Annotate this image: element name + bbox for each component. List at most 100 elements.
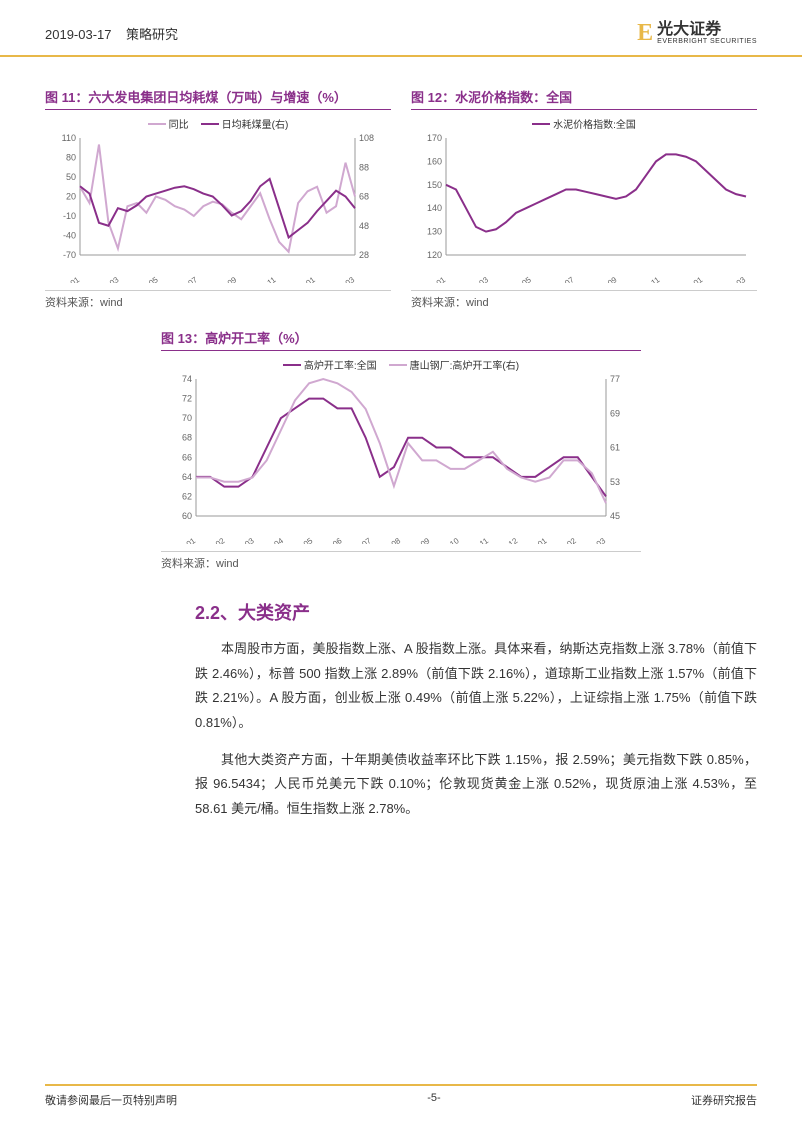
svg-text:88: 88 — [359, 162, 369, 172]
chart-11-legend: 同比 日均耗煤量(右) — [45, 116, 391, 131]
svg-text:2018-04: 2018-04 — [256, 536, 286, 544]
svg-text:2019-02: 2019-02 — [549, 536, 579, 544]
svg-text:2018-03: 2018-03 — [91, 275, 121, 283]
svg-text:70: 70 — [182, 413, 192, 423]
chart-12-legend: 水泥价格指数:全国 — [411, 116, 757, 131]
legend-item: 高炉开工率:全国 — [283, 357, 377, 372]
svg-text:2018-07: 2018-07 — [344, 536, 374, 544]
svg-text:74: 74 — [182, 374, 192, 384]
chart-13-title: 图 13：高炉开工率（%） — [161, 328, 641, 351]
svg-text:2018-05: 2018-05 — [131, 275, 161, 283]
svg-text:110: 110 — [62, 133, 76, 143]
header-category: 策略研究 — [126, 27, 178, 42]
svg-text:130: 130 — [427, 227, 442, 237]
svg-text:2018-07: 2018-07 — [547, 275, 577, 283]
chart-13-svg: 606264666870727445536169772018-012018-02… — [161, 374, 641, 544]
paragraph-1: 本周股市方面，美股指数上涨、A 股指数上涨。具体来看，纳斯达克指数上涨 3.78… — [195, 637, 757, 736]
svg-text:2018-01: 2018-01 — [52, 275, 82, 283]
svg-text:2018-09: 2018-09 — [209, 275, 239, 283]
logo-cn: 光大证券 — [657, 21, 757, 39]
section-heading: 2.2、大类资产 — [195, 599, 757, 625]
svg-text:108: 108 — [359, 133, 374, 143]
logo: E 光大证券 EVERBRIGHT SECURITIES — [637, 20, 757, 47]
svg-text:2018-11: 2018-11 — [461, 536, 490, 544]
legend-swatch — [201, 123, 219, 125]
logo-icon: E — [637, 20, 653, 47]
legend-swatch — [389, 364, 407, 366]
svg-text:20: 20 — [66, 192, 76, 202]
svg-text:2018-10: 2018-10 — [432, 536, 462, 544]
svg-text:160: 160 — [427, 156, 442, 166]
svg-text:28: 28 — [359, 250, 369, 260]
svg-text:61: 61 — [610, 443, 620, 453]
svg-text:69: 69 — [610, 408, 620, 418]
chart-12-source: 资料来源：wind — [411, 290, 757, 310]
svg-text:2018-05: 2018-05 — [504, 275, 534, 283]
svg-text:-40: -40 — [63, 231, 76, 241]
chart-12: 图 12：水泥价格指数：全国 水泥价格指数:全国 120 130 140 150 160… — [411, 87, 757, 310]
svg-text:2018-12: 2018-12 — [490, 536, 520, 544]
svg-text:170: 170 — [427, 133, 442, 143]
logo-en: EVERBRIGHT SECURITIES — [657, 38, 757, 46]
svg-text:72: 72 — [182, 394, 192, 404]
paragraph-2: 其他大类资产方面，十年期美债收益率环比下跌 1.15%，报 2.59%；美元指数… — [195, 748, 757, 822]
chart-13-legend: 高炉开工率:全国 唐山钢厂:高炉开工率(右) — [161, 357, 641, 372]
svg-text:150: 150 — [427, 180, 442, 190]
svg-text:2018-07: 2018-07 — [170, 275, 200, 283]
legend-swatch — [532, 123, 550, 125]
svg-text:50: 50 — [66, 172, 76, 182]
svg-text:2018-01: 2018-01 — [418, 275, 448, 283]
svg-text:2019-03: 2019-03 — [718, 275, 748, 283]
svg-text:53: 53 — [610, 477, 620, 487]
legend-item: 水泥价格指数:全国 — [532, 116, 636, 131]
svg-text:2018-03: 2018-03 — [227, 536, 257, 544]
svg-text:60: 60 — [182, 511, 192, 521]
legend-swatch — [148, 123, 166, 125]
chart-11-svg: -70 -40 -10 20 50 80 110 28 48 68 88 108 2018-01 2018… — [45, 133, 390, 283]
svg-text:120: 120 — [427, 250, 442, 260]
svg-text:2019-01: 2019-01 — [288, 275, 318, 283]
svg-text:68: 68 — [359, 192, 369, 202]
svg-text:2018-11: 2018-11 — [249, 275, 278, 283]
svg-text:2019-03: 2019-03 — [327, 275, 357, 283]
chart-12-title: 图 12：水泥价格指数：全国 — [411, 87, 757, 110]
legend-item: 同比 — [148, 116, 189, 131]
header-date-category: 2019-03-17 策略研究 — [45, 24, 178, 43]
chart-12-svg: 120 130 140 150 160 170 2018-01 2018-03 2018-05 2… — [411, 133, 756, 283]
page-footer: 敬请参阅最后一页特别声明 -5- 证券研究报告 — [45, 1084, 757, 1108]
svg-text:-10: -10 — [63, 211, 76, 221]
footer-left: 敬请参阅最后一页特别声明 — [45, 1092, 177, 1108]
svg-text:66: 66 — [182, 452, 192, 462]
svg-text:2018-03: 2018-03 — [461, 275, 491, 283]
footer-right: 证券研究报告 — [691, 1092, 757, 1108]
chart-11-source: 资料来源：wind — [45, 290, 391, 310]
svg-text:2018-08: 2018-08 — [373, 536, 403, 544]
footer-center: -5- — [427, 1092, 440, 1108]
svg-text:80: 80 — [66, 153, 76, 163]
legend-swatch — [283, 364, 301, 366]
svg-text:62: 62 — [182, 491, 192, 501]
page-header: 2019-03-17 策略研究 E 光大证券 EVERBRIGHT SECURI… — [0, 0, 802, 57]
chart-13-source: 资料来源：wind — [161, 551, 641, 571]
charts-row-top: 图 11：六大发电集团日均耗煤（万吨）与增速（%） 同比 日均耗煤量(右) -7… — [45, 87, 757, 310]
svg-text:64: 64 — [182, 472, 192, 482]
svg-text:2018-11: 2018-11 — [633, 275, 662, 283]
svg-text:2018-09: 2018-09 — [402, 536, 432, 544]
header-date: 2019-03-17 — [45, 27, 112, 42]
chart-11-title: 图 11：六大发电集团日均耗煤（万吨）与增速（%） — [45, 87, 391, 110]
svg-text:2018-06: 2018-06 — [314, 536, 344, 544]
svg-text:2018-01: 2018-01 — [168, 536, 198, 544]
svg-text:140: 140 — [427, 203, 442, 213]
svg-text:2018-05: 2018-05 — [285, 536, 315, 544]
svg-text:2018-09: 2018-09 — [589, 275, 619, 283]
legend-item: 日均耗煤量(右) — [201, 116, 289, 131]
chart-11: 图 11：六大发电集团日均耗煤（万吨）与增速（%） 同比 日均耗煤量(右) -7… — [45, 87, 391, 310]
svg-text:-70: -70 — [63, 250, 76, 260]
svg-text:45: 45 — [610, 511, 620, 521]
svg-text:2019-01: 2019-01 — [519, 536, 549, 544]
svg-text:2018-02: 2018-02 — [197, 536, 227, 544]
chart-13-wrap: 图 13：高炉开工率（%） 高炉开工率:全国 唐山钢厂:高炉开工率(右) 60 6… — [45, 328, 757, 571]
legend-item: 唐山钢厂:高炉开工率(右) — [389, 357, 519, 372]
svg-text:48: 48 — [359, 221, 369, 231]
svg-text:77: 77 — [610, 374, 620, 384]
